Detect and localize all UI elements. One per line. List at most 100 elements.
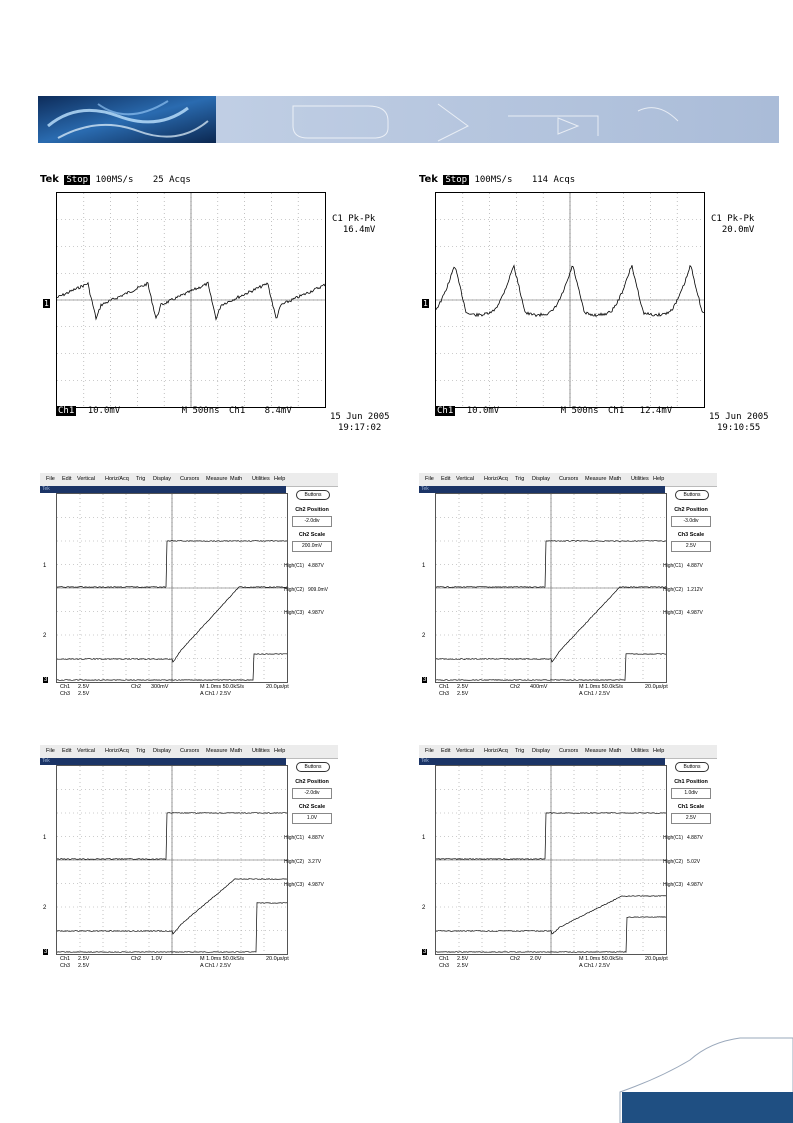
menu-item[interactable]: Math	[230, 748, 243, 754]
menu-item[interactable]: Horiz/Acq	[484, 748, 508, 754]
menu-item[interactable]: Utilities	[631, 476, 649, 482]
scope-menu-bar: File Edit Vertical Horiz/Acq Trig Display Curs…	[419, 473, 717, 487]
measurement-readout: C1 Pk-Pk 20.0mV	[711, 214, 754, 236]
menu-item[interactable]: Trig	[515, 748, 525, 754]
high-value: 4.887V	[687, 835, 703, 841]
menu-item[interactable]: Cursors	[559, 748, 579, 754]
channel-scale: 10.0mV	[87, 406, 121, 416]
position-value[interactable]: -2.0div	[292, 516, 332, 527]
menu-item[interactable]: Cursors	[180, 476, 200, 482]
buttons-toggle[interactable]: Buttons	[675, 762, 709, 772]
menu-item[interactable]: Help	[653, 476, 665, 482]
ch3-marker: 3	[422, 677, 428, 683]
channel-label: Ch1	[56, 406, 77, 416]
menu-item[interactable]: Measure	[206, 748, 228, 754]
menu-item[interactable]: Horiz/Acq	[484, 476, 508, 482]
menu-item[interactable]: Measure	[206, 476, 228, 482]
menu-item[interactable]: Trig	[136, 476, 146, 482]
high-measurement-row: High(C3) 4.987V	[284, 882, 338, 888]
menu-item[interactable]: Display	[153, 476, 172, 482]
menu-item[interactable]: Vertical	[456, 476, 475, 482]
menu-item[interactable]: Edit	[441, 476, 451, 482]
high-value: 4.887V	[308, 835, 324, 841]
resolution-readout: 20.0μs/pt	[266, 684, 289, 690]
measurement-value: 16.4mV	[342, 225, 376, 235]
ch1-ground-marker: 1	[422, 299, 429, 308]
ch3-marker: 3	[43, 677, 49, 683]
menu-item[interactable]: Math	[609, 476, 622, 482]
menu-item[interactable]: File	[46, 748, 55, 754]
menu-item[interactable]: File	[425, 476, 434, 482]
high-label: High(C1)	[284, 563, 305, 569]
scope-menu-bar: File Edit Vertical Horiz/Acq Trig Display Curs…	[40, 745, 338, 759]
position-value[interactable]: 1.0div	[671, 788, 711, 799]
menu-item[interactable]: Help	[274, 748, 286, 754]
ch1-marker: 1	[43, 835, 47, 841]
ch2-marker: 2	[422, 633, 426, 639]
high-label: High(C2)	[663, 587, 684, 593]
high-label: High(C1)	[284, 835, 305, 841]
high-measurement-row: High(C1) 4.887V	[663, 563, 717, 569]
resolution-readout: 20.0μs/pt	[645, 684, 668, 690]
menu-item[interactable]: Math	[609, 748, 622, 754]
menu-item[interactable]: Vertical	[456, 748, 475, 754]
menu-item[interactable]: Help	[653, 748, 665, 754]
menu-item[interactable]: Help	[274, 476, 286, 482]
position-value[interactable]: -2.0div	[292, 788, 332, 799]
menu-item[interactable]: Vertical	[77, 748, 96, 754]
menu-item[interactable]: Vertical	[77, 476, 96, 482]
scope-status-bar: Tek	[419, 758, 665, 765]
scope-capture-startup-2: File Edit Vertical Horiz/Acq Trig Display Curs…	[419, 473, 717, 703]
menu-item[interactable]: File	[46, 476, 55, 482]
menu-item[interactable]: Measure	[585, 476, 607, 482]
waveform-plot	[436, 193, 704, 407]
measurement-value: 20.0mV	[721, 225, 755, 235]
scale-value[interactable]: 2.5V	[671, 813, 711, 824]
ch1-scale: 2.5V	[78, 956, 90, 962]
scope-graticule	[56, 493, 288, 683]
time-base: M 500ns	[560, 406, 599, 416]
buttons-toggle[interactable]: Buttons	[296, 762, 330, 772]
menu-item[interactable]: Edit	[62, 748, 72, 754]
menu-item[interactable]: Trig	[515, 476, 525, 482]
trigger-source: Ch1	[228, 406, 246, 416]
high-measurement-row: High(C1) 4.887V	[663, 835, 717, 841]
scale-label: Ch2 Scale	[298, 804, 326, 810]
menu-item[interactable]: Cursors	[180, 748, 200, 754]
scale-value[interactable]: 1.0V	[292, 813, 332, 824]
menu-item[interactable]: Measure	[585, 748, 607, 754]
menu-item[interactable]: Display	[532, 748, 551, 754]
scale-label: Ch3 Scale	[677, 532, 705, 538]
menu-item[interactable]: Cursors	[559, 476, 579, 482]
scope-capture-ripple-1: Tek Stop 100MS/s 25 Acqs 1 C1 Pk-Pk 16.4…	[40, 174, 396, 433]
buttons-toggle[interactable]: Buttons	[675, 490, 709, 500]
high-value: 4.987V	[687, 610, 703, 616]
high-label: High(C2)	[284, 859, 305, 865]
position-value[interactable]: -3.0div	[671, 516, 711, 527]
ch1-marker: 1	[422, 835, 426, 841]
ch1-label: Ch1	[60, 684, 71, 690]
ch1-ground-marker: 1	[43, 299, 50, 308]
menu-item[interactable]: Horiz/Acq	[105, 748, 129, 754]
menu-item[interactable]: Utilities	[631, 748, 649, 754]
high-label: High(C3)	[663, 882, 684, 888]
capture-date: 15 Jun 2005	[330, 412, 390, 422]
menu-item[interactable]: Utilities	[252, 476, 270, 482]
ch3-label: Ch3	[439, 963, 450, 969]
menu-item[interactable]: Display	[153, 748, 172, 754]
menu-item[interactable]: Edit	[62, 476, 72, 482]
high-measurement-row: High(C2) 5.02V	[663, 859, 717, 865]
menu-item[interactable]: Math	[230, 476, 243, 482]
scale-value[interactable]: 200.0mV	[292, 541, 332, 552]
menu-item[interactable]: Horiz/Acq	[105, 476, 129, 482]
menu-item[interactable]: File	[425, 748, 434, 754]
menu-item[interactable]: Utilities	[252, 748, 270, 754]
menu-item[interactable]: Display	[532, 476, 551, 482]
high-label: High(C1)	[663, 835, 684, 841]
menu-item[interactable]: Edit	[441, 748, 451, 754]
menu-item[interactable]: Trig	[136, 748, 146, 754]
high-label: High(C2)	[663, 859, 684, 865]
ch1-label: Ch1	[60, 956, 71, 962]
scale-value[interactable]: 2.5V	[671, 541, 711, 552]
buttons-toggle[interactable]: Buttons	[296, 490, 330, 500]
